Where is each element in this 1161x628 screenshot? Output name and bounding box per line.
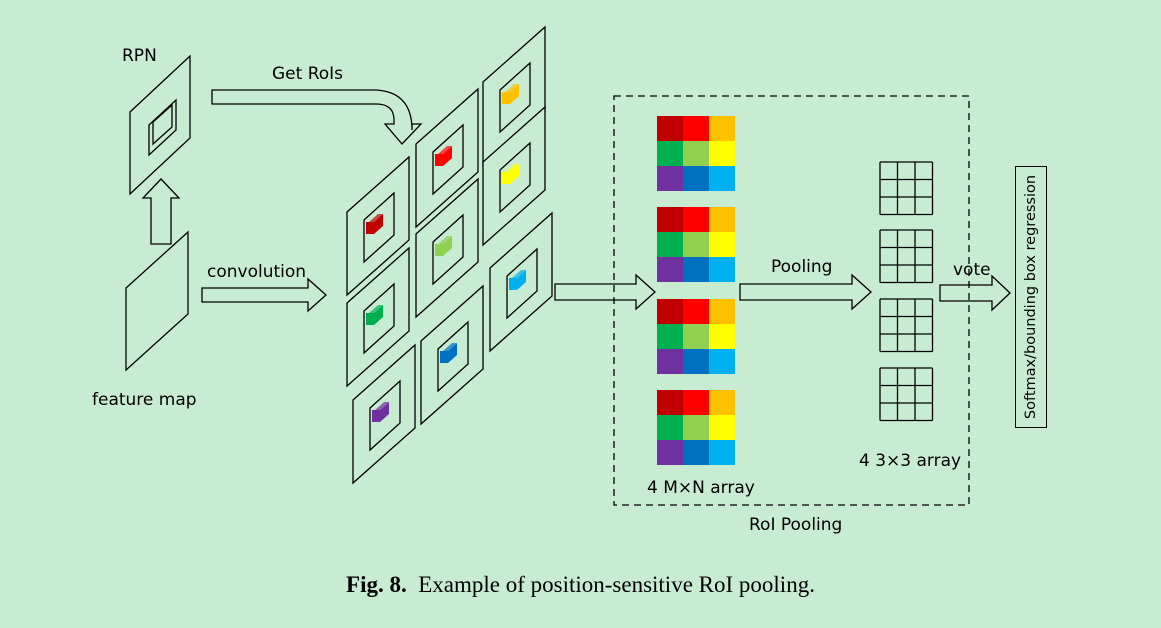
convolution-arrow <box>201 277 327 313</box>
pooling-arrow <box>739 273 872 311</box>
array-cell <box>683 207 709 232</box>
figure-caption: Fig. 8. Example of position-sensitive Ro… <box>0 572 1161 598</box>
softmax-label: Softmax/bounding box regression <box>1023 174 1039 420</box>
into-pooling-arrow <box>554 273 656 311</box>
array-cell <box>709 232 735 257</box>
array-cell <box>709 299 735 324</box>
array-cell <box>657 390 683 415</box>
three-by-three-array <box>879 367 934 422</box>
vote-arrow <box>939 274 1011 312</box>
score-map-slab <box>346 155 410 297</box>
score-map-slab <box>415 177 479 319</box>
mxn-array <box>657 116 735 191</box>
array-cell <box>683 299 709 324</box>
mxn-array-label: 4 M×N array <box>647 478 755 498</box>
array-cell <box>657 141 683 166</box>
highlight-cell <box>435 244 443 256</box>
three-by-three-arrays <box>879 161 934 422</box>
get-rois-arrow <box>211 89 423 145</box>
highlight-cell <box>509 278 517 290</box>
mxn-array <box>657 299 735 374</box>
array-cell <box>683 440 709 465</box>
array-cell <box>709 257 735 282</box>
array-cell <box>709 349 735 374</box>
array-cell <box>709 324 735 349</box>
vote-label: vote <box>953 260 991 280</box>
array-cell <box>657 415 683 440</box>
rpn-label: RPN <box>122 46 157 66</box>
get-rois-label: Get RoIs <box>272 64 344 84</box>
convolution-label: convolution <box>207 262 307 282</box>
feature-map-slab <box>125 230 189 372</box>
array-cell <box>683 116 709 141</box>
pooling-label: Pooling <box>771 257 833 277</box>
array-cell <box>683 324 709 349</box>
array-cell <box>683 257 709 282</box>
array-cell <box>657 440 683 465</box>
score-map-slab <box>482 105 546 247</box>
three-by-three-array <box>879 298 934 353</box>
array-cell <box>657 116 683 141</box>
roi-pooling-label: RoI Pooling <box>749 515 843 535</box>
array-cell <box>657 349 683 374</box>
caption-text: Example of position-sensitive RoI poolin… <box>418 572 815 597</box>
highlight-cell <box>502 92 510 104</box>
mxn-array <box>657 390 735 465</box>
feature-map-label: feature map <box>92 390 197 410</box>
score-map-slab <box>489 211 553 353</box>
array-cell <box>683 232 709 257</box>
highlight-cell <box>366 222 374 234</box>
highlight-cell <box>366 313 374 325</box>
array-cell <box>683 141 709 166</box>
array-cell <box>683 166 709 191</box>
array-cell <box>657 299 683 324</box>
caption-label: Fig. 8. <box>346 572 407 597</box>
three-by-three-label: 4 3×3 array <box>859 451 962 471</box>
score-map-slab <box>352 343 416 485</box>
array-cell <box>709 415 735 440</box>
three-by-three-array <box>879 161 934 216</box>
highlight-cell <box>502 172 510 184</box>
array-cell <box>709 440 735 465</box>
array-cell <box>657 324 683 349</box>
array-cell <box>657 166 683 191</box>
array-cell <box>657 257 683 282</box>
score-map-slab <box>420 284 484 426</box>
score-map-slab <box>346 246 410 388</box>
array-cell <box>657 207 683 232</box>
score-map-slab <box>415 87 479 229</box>
array-cell <box>709 116 735 141</box>
array-cell <box>709 141 735 166</box>
score-map-stack <box>346 25 553 485</box>
array-cell <box>709 390 735 415</box>
highlight-cell <box>435 154 443 166</box>
highlight-cell <box>372 410 380 422</box>
mxn-arrays <box>657 116 735 465</box>
up-arrow <box>141 178 181 245</box>
array-cell <box>709 166 735 191</box>
three-by-three-array <box>879 229 934 284</box>
array-cell <box>709 207 735 232</box>
rpn-slab <box>129 54 191 196</box>
array-cell <box>657 232 683 257</box>
softmax-box: Softmax/bounding box regression <box>1015 166 1047 428</box>
mxn-array <box>657 207 735 282</box>
highlight-cell <box>440 351 448 363</box>
array-cell <box>683 415 709 440</box>
array-cell <box>683 390 709 415</box>
array-cell <box>683 349 709 374</box>
